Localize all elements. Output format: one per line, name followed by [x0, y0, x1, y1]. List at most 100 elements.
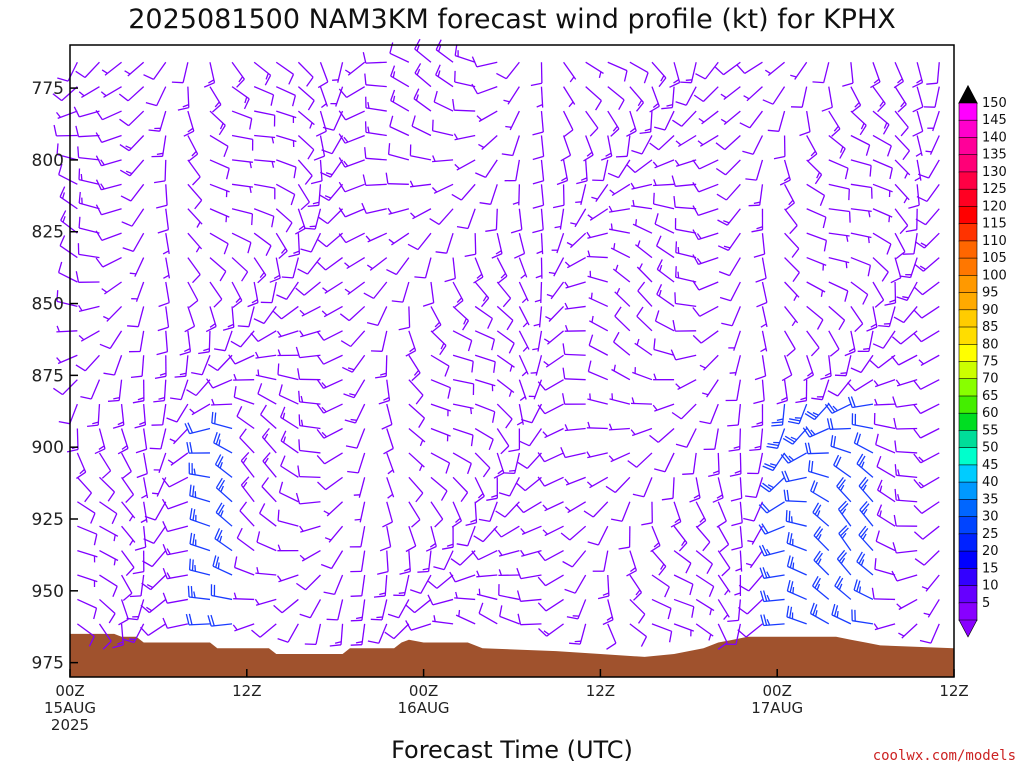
- wind-barb: [767, 110, 786, 132]
- wind-barb: [231, 61, 245, 88]
- wind-barb: [118, 86, 145, 102]
- wind-barb: [720, 110, 741, 126]
- wind-barb: [251, 623, 277, 638]
- wind-barb: [486, 477, 498, 501]
- wind-barb: [211, 398, 233, 406]
- wind-barb: [119, 110, 145, 127]
- wind-barb: [496, 305, 514, 331]
- wind-barb: [588, 292, 609, 308]
- wind-barb: [342, 354, 366, 373]
- wind-barb: [78, 216, 100, 234]
- wind-barb: [828, 110, 841, 137]
- wind-barb: [790, 86, 808, 108]
- wind-barb: [185, 613, 210, 626]
- wind-barb: [576, 159, 588, 185]
- wind-barb: [169, 428, 189, 445]
- wind-barb: [695, 550, 713, 575]
- wind-barb: [209, 208, 230, 223]
- wind-barb: [844, 330, 856, 357]
- wind-barb: [77, 243, 100, 259]
- colorbar-label: 40: [982, 475, 999, 490]
- wind-barb: [118, 599, 129, 626]
- wind-barb: [894, 135, 911, 161]
- wind-barb: [614, 287, 631, 307]
- wind-barb: [141, 477, 149, 499]
- wind-barb: [474, 305, 493, 329]
- wind-barb: [608, 423, 630, 431]
- wind-barb: [758, 501, 785, 514]
- wind-barb: [606, 623, 617, 650]
- wind-barb: [695, 501, 707, 528]
- wind-barb: [520, 525, 542, 535]
- wind-barb: [207, 354, 233, 372]
- wind-barb: [651, 598, 672, 620]
- wind-barb: [153, 379, 167, 403]
- wind-barb: [215, 477, 233, 503]
- wind-barb: [824, 402, 852, 414]
- wind-barb: [231, 183, 253, 194]
- wind-barb: [532, 184, 545, 209]
- wind-barb: [259, 503, 277, 527]
- wind-barb: [148, 110, 167, 132]
- wind-barb: [673, 196, 697, 210]
- wind-barb: [493, 452, 505, 479]
- wind-barb: [923, 86, 940, 108]
- wind-barb: [170, 379, 189, 401]
- wind-barb: [876, 504, 896, 527]
- wind-barb: [913, 281, 940, 296]
- wind-barb: [476, 570, 498, 578]
- wind-barb: [232, 623, 255, 632]
- wind-barb: [373, 574, 388, 598]
- wind-barb: [592, 550, 609, 572]
- wind-barb: [758, 523, 785, 535]
- wind-barb: [871, 587, 896, 601]
- colorbar-swatch: [958, 430, 978, 449]
- wind-barb: [261, 477, 277, 503]
- wind-barb: [784, 208, 798, 235]
- wind-barb: [872, 159, 893, 180]
- wind-barb: [914, 159, 922, 182]
- wind-barb: [456, 208, 476, 230]
- wind-barb: [717, 599, 730, 621]
- wind-barb: [795, 379, 808, 404]
- wind-barb: [874, 398, 896, 406]
- wind-barb: [858, 525, 874, 552]
- wind-barb: [730, 477, 743, 502]
- wind-barb: [607, 159, 631, 179]
- wind-barb: [95, 132, 122, 144]
- wind-barb: [913, 330, 940, 343]
- wind-barb: [345, 428, 366, 449]
- wind-barb: [566, 599, 587, 620]
- x-tick-label: 12Z: [939, 682, 968, 700]
- wind-barb: [692, 330, 719, 344]
- wind-barb: [474, 427, 494, 451]
- wind-barb: [893, 306, 918, 324]
- wind-barb: [451, 183, 476, 201]
- wind-barb: [627, 452, 653, 468]
- wind-barb: [518, 306, 530, 328]
- wind-barb: [299, 599, 322, 619]
- wind-barb: [260, 404, 277, 429]
- x-tick-label: 15AUG: [44, 699, 96, 717]
- wind-barb: [239, 428, 255, 454]
- wind-barb: [689, 477, 701, 503]
- wind-barb: [233, 373, 255, 381]
- wind-barb: [435, 64, 454, 88]
- wind-barb: [209, 257, 227, 282]
- y-tick-label: 825: [32, 223, 64, 243]
- wind-barb: [350, 550, 366, 573]
- colorbar-label: 125: [982, 182, 1007, 197]
- wind-barb: [859, 500, 874, 527]
- wind-barb: [209, 134, 229, 158]
- wind-barb: [692, 182, 719, 193]
- wind-barb: [913, 305, 940, 319]
- wind-barb: [747, 525, 764, 545]
- wind-barb: [560, 135, 572, 162]
- wind-barb: [908, 184, 920, 209]
- wind-barb: [806, 330, 820, 357]
- wind-barb: [317, 62, 329, 89]
- wind-barb: [350, 574, 366, 597]
- wind-barb: [288, 233, 301, 258]
- colorbar-swatch: [958, 257, 978, 277]
- wind-barb: [101, 281, 122, 295]
